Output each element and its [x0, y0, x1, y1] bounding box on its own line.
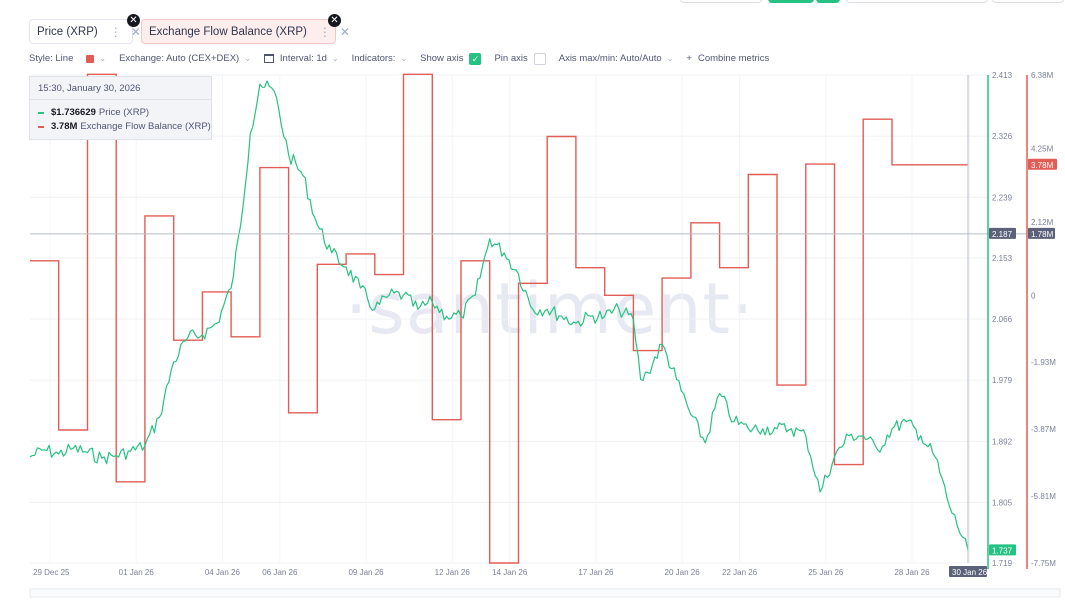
- remove-icon[interactable]: ✕: [130, 24, 141, 39]
- x-tick-label: 06 Jan 26: [262, 568, 298, 577]
- remove-icon[interactable]: ✕: [339, 24, 350, 39]
- color-swatch: [86, 54, 95, 63]
- price-crosshair-badge-bg: [989, 227, 1016, 239]
- flow-crosshair-badge: 1.78M: [1028, 227, 1055, 239]
- pin-axis-checkbox[interactable]: [533, 52, 546, 65]
- flow-current-badge-text: 3.78M: [1031, 161, 1054, 170]
- plus-icon: +: [686, 53, 692, 64]
- pin-axis-toggle[interactable]: Pin axis: [494, 52, 546, 65]
- interval-label: Interval: 1d: [279, 53, 327, 64]
- price-crosshair-badge: 2.187: [989, 227, 1016, 239]
- indicators-selector[interactable]: Indicators: ⌄: [352, 53, 408, 64]
- flow-balance-line: [30, 73, 968, 564]
- chart-tooltip: 15:30, January 30, 2026 $1.736629 Price …: [29, 76, 212, 140]
- x-tick-label: 12 Jan 26: [435, 568, 471, 577]
- price-tick-label: 2.326: [992, 132, 1013, 141]
- chevron-down-icon: ⌄: [99, 54, 107, 63]
- santiment-watermark: ·santiment·: [345, 268, 755, 350]
- x-tick-label: 28 Jan 26: [894, 568, 930, 577]
- exchange-label: Exchange: Auto (CEX+DEX): [119, 53, 240, 64]
- flow-tick-label: 4.25M: [1031, 145, 1054, 154]
- indicators-label: Indicators:: [351, 53, 396, 64]
- flow-tick-label: -3.87M: [1031, 425, 1056, 434]
- x-current-date-bg: [949, 566, 987, 577]
- price-tick-label: 2.239: [992, 193, 1013, 202]
- pin-axis-label: Pin axis: [494, 53, 528, 64]
- x-tick-label: 20 Jan 26: [665, 568, 701, 577]
- combine-label: Combine metrics: [697, 53, 770, 64]
- x-tick-label: 09 Jan 26: [348, 568, 384, 577]
- style-label: Style: Line: [29, 53, 74, 64]
- price-line: [29, 80, 969, 551]
- x-tick-label: 04 Jan 26: [205, 568, 241, 577]
- show-axis-label: Show axis: [420, 53, 464, 64]
- metric-tab-exchange-flow[interactable]: Exchange Flow Balance (XRP) ⋮ ✕: [141, 19, 350, 44]
- price-tick-label: 2.066: [992, 315, 1013, 324]
- range-navigator: [29, 588, 1061, 598]
- tooltip-time: 15:30, January 30, 2026: [38, 83, 141, 94]
- x-current-date-badge: 30 Jan 26: [949, 566, 988, 577]
- more-options-icon[interactable]: ⋮: [109, 24, 122, 39]
- more-options-icon[interactable]: ⋮: [318, 24, 331, 39]
- chevron-down-icon: ⌄: [666, 54, 674, 63]
- metric-tab-label: Price (XRP): [37, 25, 98, 38]
- price-crosshair-badge-text: 2.187: [992, 230, 1013, 239]
- x-tick-label: 14 Jan 26: [492, 568, 528, 577]
- price-tick-label: 1.719: [992, 559, 1013, 568]
- price-tick-label: 1.892: [992, 437, 1013, 446]
- x-tick-label: 22 Jan 26: [722, 568, 758, 577]
- tooltip-label: Price (XRP): [98, 107, 150, 118]
- price-current-badge: 1.737: [989, 544, 1016, 556]
- price-current-badge-bg: [989, 544, 1016, 556]
- x-tick-label: 29 Dec 25: [33, 568, 70, 577]
- chart-toolbar: Style: Line ⌄ Exchange: Auto (CEX+DEX) ⌄…: [29, 51, 782, 66]
- flow-tick-label: 6.38M: [1031, 71, 1054, 80]
- chevron-down-icon: ⌄: [400, 54, 408, 63]
- flow-tick-label: 0: [1031, 291, 1036, 300]
- metric-tab-price[interactable]: Price (XRP) ⋮ ✕: [29, 19, 141, 44]
- price-tick-label: 1.979: [992, 376, 1013, 385]
- flow-tick-label: 2.12M: [1031, 218, 1054, 227]
- exchange-selector[interactable]: Exchange: Auto (CEX+DEX) ⌄: [119, 53, 251, 64]
- chevron-down-icon: ⌄: [331, 54, 339, 63]
- flow-current-badge: 3.78M: [1028, 158, 1057, 170]
- tooltip-row-flow: 3.78M Exchange Flow Balance (XRP): [38, 121, 211, 132]
- style-selector[interactable]: Style: Line: [29, 53, 73, 64]
- interval-selector[interactable]: Interval: 1d ⌄: [263, 53, 339, 64]
- metric-tab-label: Exchange Flow Balance (XRP): [149, 25, 307, 38]
- price-tick-label: 1.805: [992, 499, 1013, 508]
- flow-crosshair-badge-text: 1.78M: [1031, 230, 1054, 239]
- legend-swatch: [38, 125, 44, 128]
- tooltip-divider: [30, 99, 211, 100]
- legend-swatch: [38, 111, 44, 114]
- flow-tick-label: -5.81M: [1031, 492, 1056, 501]
- axis-minmax-selector[interactable]: Axis max/min: Auto/Auto ⌄: [559, 53, 674, 64]
- show-axis-checkbox[interactable]: ✓: [469, 52, 482, 65]
- tooltip-value: $1.736629: [51, 107, 96, 118]
- price-tick-label: 2.153: [992, 254, 1013, 263]
- flow-crosshair-badge-bg: [1028, 227, 1055, 239]
- chevron-down-icon: ⌄: [244, 54, 251, 63]
- close-metric-icon[interactable]: ✕: [127, 14, 140, 27]
- flow-tick-label: -1.93M: [1031, 358, 1056, 367]
- calendar-icon: [263, 54, 274, 63]
- x-tick-label: 17 Jan 26: [578, 568, 614, 577]
- tooltip-value: 3.78M: [51, 121, 78, 132]
- close-metric-icon[interactable]: ✕: [328, 14, 341, 27]
- x-tick-label: 30 Jan 26: [952, 568, 988, 577]
- tooltip-label: Exchange Flow Balance (XRP): [80, 121, 211, 132]
- price-current-badge-text: 1.737: [992, 546, 1013, 555]
- combine-metrics-button[interactable]: + Combine metrics: [686, 53, 769, 64]
- top-controls-strip: [0, 0, 1065, 10]
- flow-current-badge-bg: [1028, 158, 1057, 170]
- color-selector[interactable]: ⌄: [86, 54, 106, 63]
- flow-tick-label: -7.75M: [1031, 559, 1056, 568]
- axis-minmax-label: Axis max/min: Auto/Auto: [558, 53, 662, 64]
- tooltip-row-price: $1.736629 Price (XRP): [38, 107, 149, 118]
- show-axis-toggle[interactable]: Show axis ✓: [420, 52, 482, 65]
- price-tick-label: 2.413: [992, 71, 1013, 80]
- x-tick-label: 01 Jan 26: [119, 568, 155, 577]
- x-tick-label: 25 Jan 26: [808, 568, 844, 577]
